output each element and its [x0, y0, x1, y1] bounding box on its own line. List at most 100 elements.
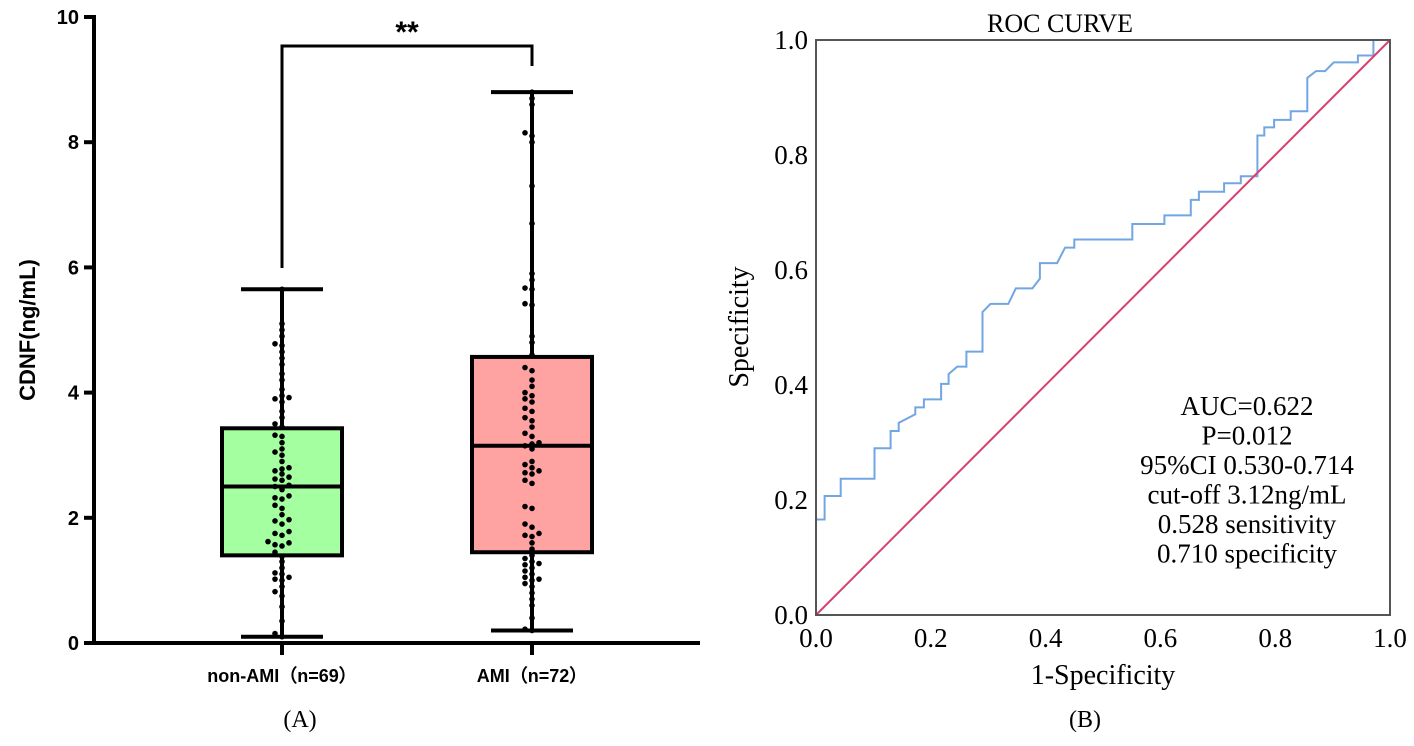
data-point — [522, 469, 528, 476]
data-point — [529, 552, 535, 559]
data-point — [529, 392, 535, 399]
data-point — [279, 361, 285, 368]
data-point — [522, 477, 528, 484]
data-point — [529, 546, 535, 552]
data-point — [522, 503, 528, 510]
data-point — [279, 371, 285, 377]
data-point — [279, 286, 285, 293]
annotation-line: P=0.012 — [1202, 421, 1293, 451]
data-point — [279, 424, 285, 430]
data-point — [279, 577, 285, 584]
data-point — [522, 521, 528, 527]
data-point — [529, 480, 535, 487]
y-tick-label: 0.6 — [774, 255, 808, 285]
data-point — [529, 220, 535, 227]
data-point — [529, 133, 535, 139]
significance-bracket — [280, 44, 534, 268]
data-point — [529, 270, 535, 277]
data-point — [279, 543, 285, 549]
y-tick-label: 1.0 — [774, 25, 808, 55]
data-point — [529, 558, 535, 565]
data-point — [279, 511, 285, 518]
y-tick-label: 10 — [57, 7, 79, 29]
data-point — [279, 342, 285, 349]
x-tick-label: 0.0 — [799, 623, 833, 653]
roc-panel: ROC CURVE 0.0 0.2 0.4 0.6 0.8 1.0 0.0 0.2 0.4 0.6… — [724, 9, 1407, 733]
data-point — [286, 493, 292, 499]
data-point — [529, 471, 535, 477]
data-point — [279, 433, 285, 440]
data-point — [279, 333, 285, 340]
data-point — [536, 439, 542, 446]
annotation-line: cut-off 3.12ng/mL — [1148, 480, 1347, 510]
data-point — [279, 349, 285, 355]
y-tick-label: 0.4 — [774, 370, 808, 400]
data-point — [265, 538, 271, 545]
y-tick-label: 2 — [68, 508, 79, 530]
data-point — [522, 443, 528, 449]
data-point — [522, 568, 528, 574]
data-point — [529, 367, 535, 374]
data-point — [272, 432, 278, 438]
plot-frame — [815, 39, 1391, 616]
data-point — [529, 352, 535, 358]
boxplot-panel: 0 2 4 6 8 10 non-AMI（n=69） AMI（n=72） CDNF(ng/mL… — [15, 7, 700, 733]
y-axis-label: CDNF(ng/mL) — [15, 259, 40, 401]
data-point — [522, 580, 528, 587]
data-point — [529, 277, 535, 283]
data-point — [536, 560, 542, 567]
box-group — [220, 286, 344, 640]
data-point — [529, 433, 535, 440]
y-tick-label: 0.8 — [774, 140, 808, 170]
data-point — [272, 570, 278, 576]
data-point — [279, 452, 285, 459]
panel-label-b: (B) — [1069, 707, 1101, 733]
annotation-line: 0.528 sensitivity — [1158, 509, 1337, 539]
x-tick-label: 0.4 — [1029, 623, 1063, 653]
y-tick-label: 8 — [68, 132, 79, 154]
box — [470, 354, 594, 555]
x-tick-label: 0.2 — [914, 623, 948, 653]
data-point — [529, 615, 535, 621]
data-point — [529, 424, 535, 430]
data-point — [286, 394, 292, 401]
chart-title: ROC CURVE — [987, 9, 1133, 38]
data-point — [529, 286, 535, 293]
data-point — [529, 441, 535, 447]
data-point — [279, 466, 285, 472]
data-point — [529, 533, 535, 540]
data-point — [272, 576, 278, 582]
data-point — [279, 392, 285, 399]
data-point — [529, 417, 535, 424]
data-point — [286, 574, 292, 581]
data-point — [279, 593, 285, 599]
data-point — [272, 396, 278, 402]
data-point — [279, 446, 285, 452]
data-point — [272, 494, 278, 501]
data-point — [529, 458, 535, 465]
data-point — [529, 577, 535, 584]
boxplot-axes — [92, 15, 700, 645]
data-point — [279, 408, 285, 415]
data-point — [272, 483, 278, 490]
data-point — [529, 571, 535, 577]
data-point — [529, 302, 535, 308]
data-point — [529, 596, 535, 602]
data-point — [286, 464, 292, 471]
data-point — [522, 555, 528, 562]
data-point — [279, 414, 285, 421]
data-point — [279, 496, 285, 502]
data-point — [529, 505, 535, 512]
annotation-line: 0.710 specificity — [1157, 539, 1337, 569]
x-tick-label: 1.0 — [1373, 623, 1407, 653]
data-point — [529, 89, 535, 95]
data-point — [286, 482, 292, 489]
y-tick-label: 0.2 — [774, 485, 808, 515]
annotation-line: AUC=0.622 — [1181, 391, 1314, 421]
x-axis-label: 1-Specificity — [1031, 660, 1176, 691]
roc-lines — [815, 39, 1391, 616]
data-point — [529, 627, 535, 634]
data-point — [529, 377, 535, 383]
data-point — [536, 530, 542, 537]
